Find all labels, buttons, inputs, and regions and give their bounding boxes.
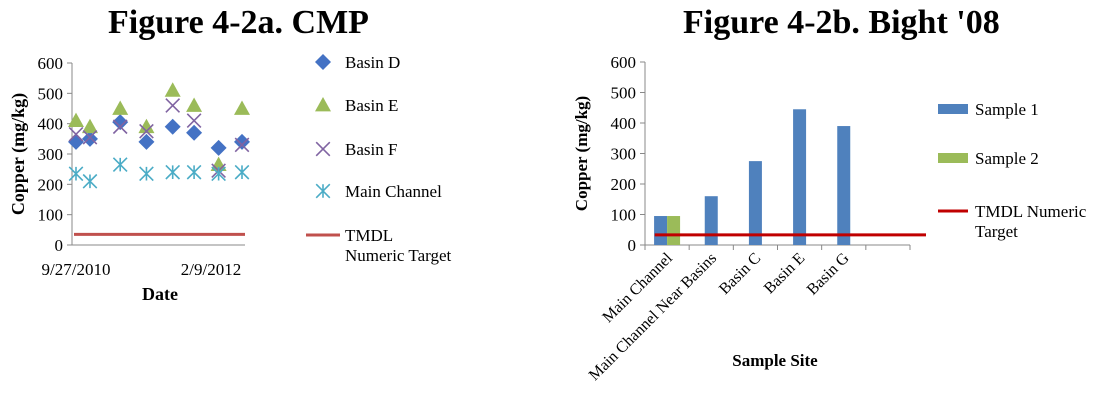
y-tick-label: 500: [38, 84, 64, 103]
data-point: [164, 82, 181, 97]
data-point: [138, 118, 155, 134]
y-tick-label: 100: [38, 206, 64, 225]
legend-entry: Basin D: [315, 53, 400, 72]
legend-entry: Sample 1: [938, 100, 1039, 119]
legend-entry: Main Channel: [315, 182, 442, 201]
y-tick-label: 200: [611, 175, 637, 194]
legend-swatch: [315, 97, 331, 112]
data-point: [112, 100, 129, 115]
legend-entry: Basin F: [315, 140, 397, 159]
legend-label: TMDL Numeric: [975, 202, 1087, 221]
category-group: [748, 161, 762, 245]
data-point: [234, 137, 250, 153]
x-tick-label: 2/9/2012: [181, 260, 241, 279]
data-point: [186, 97, 203, 112]
category-group: [704, 196, 718, 245]
legend-entry: Sample 2: [938, 149, 1039, 168]
y-tick-label: 0: [628, 236, 637, 255]
figure-4-2b: Figure 4-2b. Bight '08 0 100 200 300 400 500 6…: [555, 0, 1105, 407]
data-point: [139, 123, 154, 139]
data-point: [165, 164, 181, 180]
bar-sample-1: [704, 196, 718, 245]
y-tick-label: 600: [611, 53, 637, 72]
data-point: [186, 124, 203, 141]
data-point: [82, 173, 98, 189]
y-tick-label: 400: [611, 114, 637, 133]
x-axis-label: Date: [142, 284, 178, 304]
data-point: [112, 114, 129, 131]
data-point: [186, 164, 202, 180]
series-basin-d: [68, 114, 250, 156]
legend-label: Sample 2: [975, 149, 1039, 168]
legend-swatch: [315, 183, 331, 199]
series-basin-f: [68, 98, 250, 179]
series-main-channel: [68, 157, 250, 189]
legend-label: Numeric Target: [345, 246, 452, 265]
y-tick-label: 200: [38, 175, 64, 194]
legend-entry: Basin E: [315, 96, 398, 115]
data-point: [82, 129, 98, 145]
data-point: [234, 100, 250, 115]
y-tick-label: 0: [55, 236, 64, 255]
data-point: [210, 139, 227, 156]
y-tick-label: 100: [611, 206, 637, 225]
data-point: [186, 113, 202, 128]
y-tick-label: 600: [38, 54, 64, 73]
chart-title: Figure 4-2b. Bight '08: [683, 4, 1000, 41]
legend-swatch: [938, 104, 968, 114]
legend-label: Basin F: [345, 140, 397, 159]
data-point: [81, 118, 98, 134]
data-point: [139, 166, 154, 182]
scatter-chart: 0 100 200 300 400 500 600 9/27/2010 2/9/2012Date…: [8, 53, 452, 304]
data-point: [211, 166, 226, 182]
data-point: [112, 119, 128, 135]
data-point: [138, 133, 155, 150]
y-tick-label: 300: [611, 145, 637, 164]
data-point: [164, 118, 181, 135]
data-point: [68, 166, 84, 182]
x-tick-label: 9/27/2010: [42, 260, 111, 279]
y-axis-label: Copper (mg/kg): [8, 93, 29, 215]
x-axis-label: Sample Site: [732, 351, 818, 370]
bar-sample-2: [667, 216, 681, 245]
data-point: [234, 164, 250, 180]
y-tick-label: 500: [611, 84, 637, 103]
x-tick-label: Basin G: [804, 249, 853, 298]
legend-label: Basin D: [345, 53, 400, 72]
category-group: [793, 109, 807, 246]
y-tick-label: 400: [38, 115, 64, 134]
legend-swatch: [938, 153, 968, 163]
bar-sample-1: [654, 216, 668, 245]
data-point: [234, 133, 250, 150]
chart-title: Figure 4-2a. CMP: [108, 4, 369, 41]
data-point: [165, 98, 181, 113]
legend-label: Sample 1: [975, 100, 1039, 119]
series-basin-e: [68, 82, 250, 172]
legend-swatch: [315, 54, 331, 70]
data-point: [68, 112, 84, 128]
bar-sample-1: [748, 161, 762, 245]
data-point: [112, 157, 128, 172]
legend-label: TMDL: [345, 226, 393, 245]
legend-label: Basin E: [345, 96, 398, 115]
y-tick-label: 300: [38, 145, 64, 164]
x-tick-label: Basin C: [716, 250, 764, 298]
bar-sample-1: [837, 126, 851, 245]
x-tick-label: Basin E: [761, 250, 809, 298]
legend-label: Target: [975, 222, 1018, 241]
category-group: [837, 126, 851, 245]
y-axis-label: Copper (mg/kg): [572, 96, 591, 211]
legend-label: Main Channel: [345, 182, 442, 201]
bar-sample-1: [793, 109, 807, 246]
data-point: [81, 130, 98, 147]
category-group: [654, 216, 681, 245]
data-point: [68, 133, 84, 150]
legend-swatch: [315, 141, 331, 157]
data-point: [68, 126, 84, 142]
figure-4-2a: Figure 4-2a. CMP 0 100 200 300 400 500 600 9/27…: [0, 0, 540, 407]
